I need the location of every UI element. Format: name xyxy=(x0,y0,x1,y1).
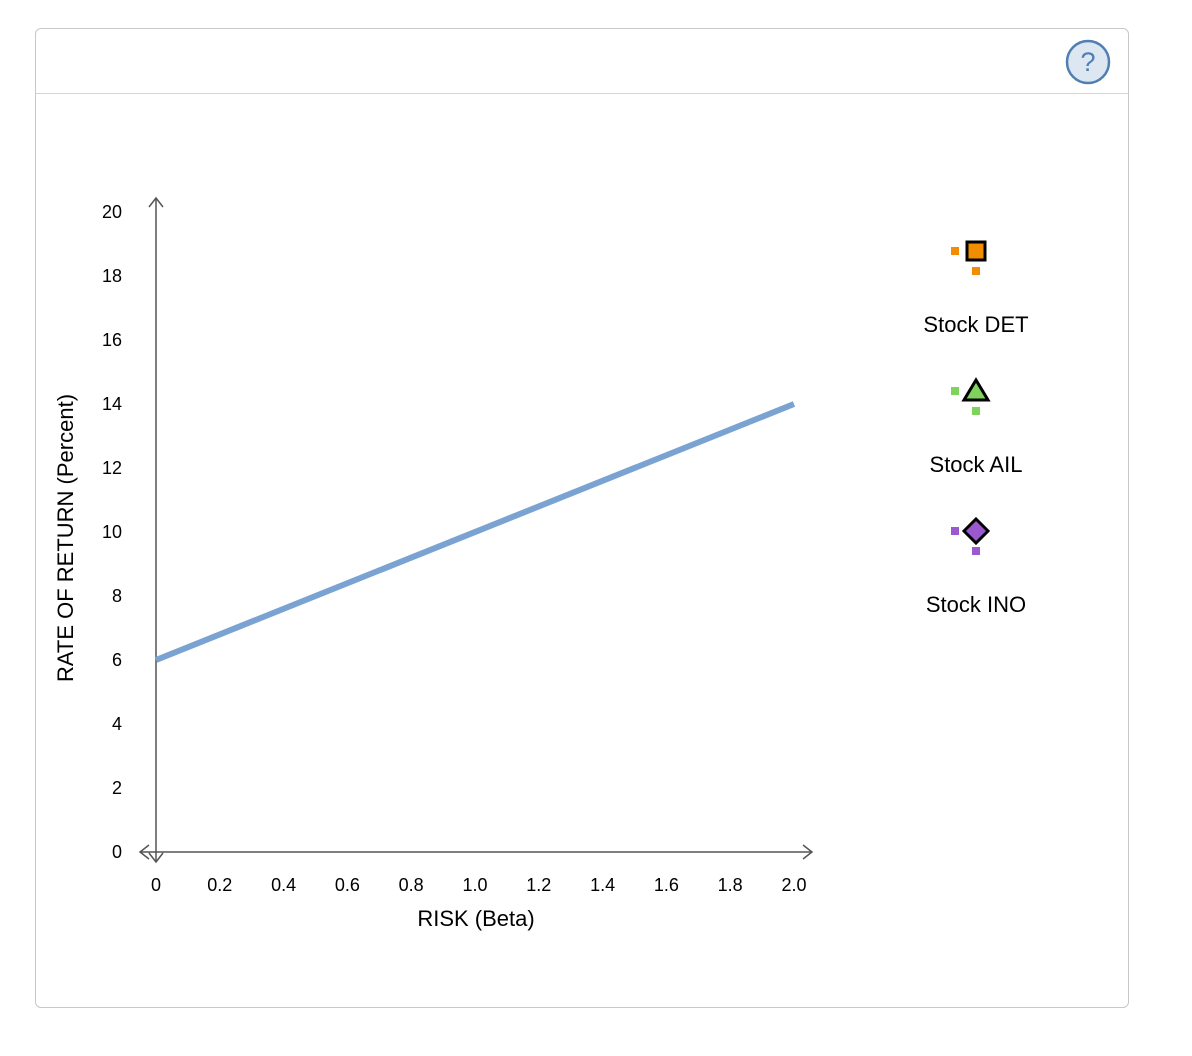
legend: Stock DET Stock AIL Stock INO xyxy=(923,240,1029,617)
x-tick-label: 0.2 xyxy=(207,875,232,895)
handle-left xyxy=(951,247,959,255)
x-tick-label: 0.4 xyxy=(271,875,296,895)
x-tick-label: 1.8 xyxy=(718,875,743,895)
y-tick-label: 2 xyxy=(112,778,122,798)
y-axis-title: RATE OF RETURN (Percent) xyxy=(53,394,78,682)
triangle-marker-icon xyxy=(961,377,991,402)
series-layer xyxy=(154,401,796,663)
legend-label: Stock INO xyxy=(926,592,1026,617)
y-tick-label: 0 xyxy=(112,842,122,862)
handle-bottom xyxy=(972,407,980,415)
y-tick-label: 4 xyxy=(112,714,122,734)
x-tick-label: 0.6 xyxy=(335,875,360,895)
legend-label: Stock DET xyxy=(923,312,1028,337)
sml-line xyxy=(154,401,796,663)
diamond-marker-icon xyxy=(961,516,991,546)
y-tick-label: 12 xyxy=(102,458,122,478)
legend-label: Stock AIL xyxy=(930,452,1023,477)
x-axis-title: RISK (Beta) xyxy=(417,906,534,931)
handle-bottom xyxy=(972,547,980,555)
legend-item-stock-ail[interactable]: Stock AIL xyxy=(930,377,1023,477)
x-tick-label: 1.2 xyxy=(526,875,551,895)
y-axis-arrow-top xyxy=(148,196,164,208)
y-tick-label: 18 xyxy=(102,266,122,286)
y-tick-label: 16 xyxy=(102,330,122,350)
y-tick-label: 8 xyxy=(112,586,122,606)
square-marker-icon xyxy=(965,240,987,262)
handle-bottom xyxy=(972,267,980,275)
x-tick-label: 1.4 xyxy=(590,875,615,895)
x-tick-label: 1.0 xyxy=(462,875,487,895)
y-axis-arrow-bottom xyxy=(148,852,164,864)
x-tick-label: 2.0 xyxy=(781,875,806,895)
help-button[interactable]: ? xyxy=(1064,38,1112,86)
y-tick-label: 20 xyxy=(102,202,122,222)
y-tick-label: 14 xyxy=(102,394,122,414)
y-tick-label: 10 xyxy=(102,522,122,542)
x-axis-arrow-right xyxy=(802,844,814,860)
chart-panel: ? xyxy=(35,28,1129,1008)
x-axis-ticks: 0 0.2 0.4 0.6 0.8 1.0 1.2 1.4 1.6 1.8 2.0 xyxy=(151,875,807,895)
handle-left xyxy=(951,387,959,395)
y-tick-label: 6 xyxy=(112,650,122,670)
y-axis-ticks: 0 2 4 6 8 10 12 14 16 18 20 xyxy=(102,202,122,862)
axes xyxy=(138,196,814,864)
help-symbol: ? xyxy=(1080,47,1095,77)
legend-item-stock-det[interactable]: Stock DET xyxy=(923,240,1029,337)
x-tick-label: 1.6 xyxy=(654,875,679,895)
x-tick-label: 0 xyxy=(151,875,161,895)
panel-header: ? xyxy=(36,29,1128,94)
x-axis-arrow-left xyxy=(138,844,150,860)
x-tick-label: 0.8 xyxy=(399,875,424,895)
legend-item-stock-ino[interactable]: Stock INO xyxy=(926,516,1026,617)
handle-left xyxy=(951,527,959,535)
question-mark-icon xyxy=(1065,39,1111,85)
